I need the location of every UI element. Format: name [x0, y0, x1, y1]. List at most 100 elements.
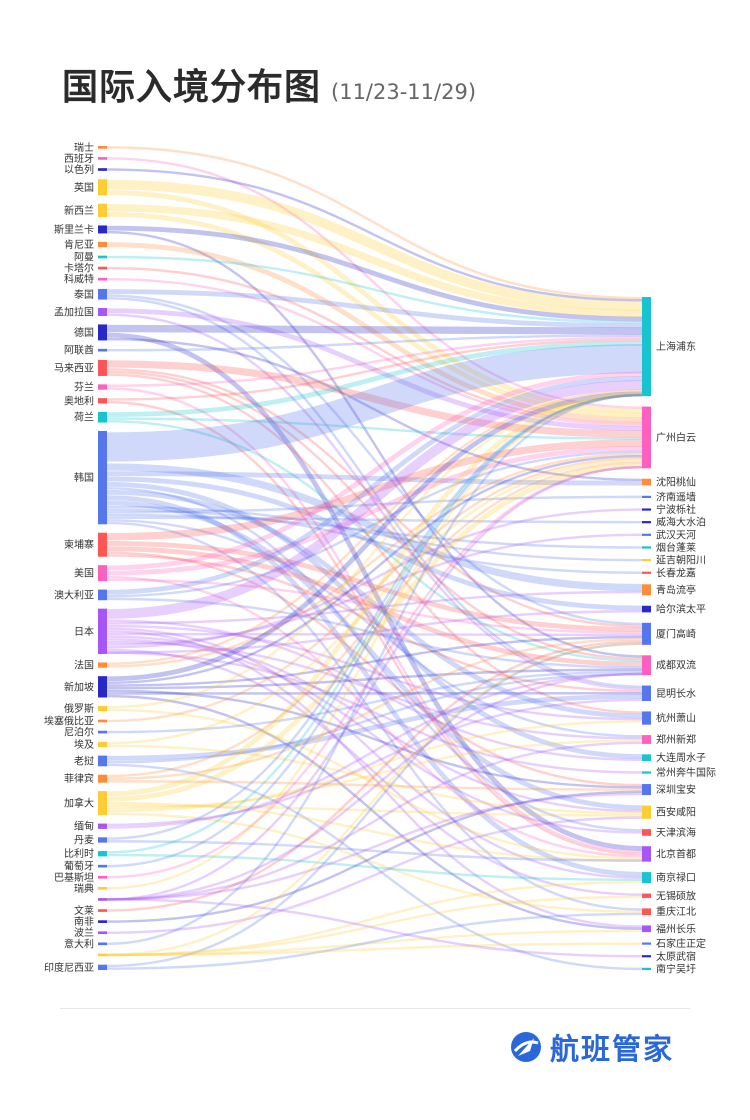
flow-link — [106, 340, 643, 417]
flow-link — [106, 338, 643, 401]
target-label: 大连周水子 — [656, 751, 706, 764]
source-label: 南非 — [74, 915, 94, 928]
target-node — [642, 829, 651, 836]
flow-link — [106, 840, 643, 862]
target-label: 沈阳桃仙 — [656, 476, 696, 489]
flow-link — [106, 508, 643, 649]
target-node — [642, 533, 651, 536]
target-node — [642, 893, 651, 898]
flow-link — [106, 324, 643, 335]
source-node — [98, 942, 107, 946]
target-node — [642, 605, 651, 613]
flow-link — [106, 627, 643, 879]
flow-link — [106, 461, 643, 778]
flow-link — [106, 391, 643, 797]
source-label: 以色列 — [64, 163, 94, 176]
flow-link — [106, 624, 643, 721]
source-label: 葡萄牙 — [64, 860, 94, 873]
source-node — [98, 157, 107, 160]
flow-link — [106, 739, 643, 810]
flow-link — [106, 393, 643, 890]
source-node — [98, 774, 107, 783]
source-label: 比利时 — [64, 848, 94, 860]
flow-link — [106, 459, 643, 745]
flow-link — [106, 289, 643, 329]
flow-link — [106, 540, 643, 632]
source-label: 尼泊尔 — [64, 726, 94, 739]
target-label: 福州长乐 — [656, 922, 696, 935]
plane-globe-icon — [511, 1032, 541, 1062]
target-label: 昆明长水 — [656, 688, 696, 700]
source-label: 科威特 — [64, 273, 94, 286]
source-node — [98, 864, 107, 868]
flow-link — [106, 452, 643, 668]
target-label: 无锡硕放 — [656, 889, 696, 902]
chart-subtitle: (11/23-11/29) — [331, 80, 477, 104]
flow-link — [106, 190, 643, 414]
flow-link — [106, 168, 643, 302]
source-label: 法国 — [74, 659, 94, 672]
flow-link — [106, 816, 643, 934]
flow-link — [106, 698, 643, 827]
flow-link — [106, 929, 643, 957]
chart-title: 国际入境分布图 — [62, 67, 322, 108]
flow-link — [106, 417, 643, 440]
flow-link — [106, 630, 643, 928]
source-node — [98, 225, 107, 234]
target-label: 北京首都 — [656, 847, 696, 860]
flow-link — [106, 294, 643, 626]
target-node — [642, 735, 651, 744]
flow-link — [106, 380, 643, 619]
target-label: 石家庄正定 — [656, 937, 706, 950]
source-node — [98, 964, 107, 970]
source-label: 韩国 — [74, 471, 94, 484]
source-node — [98, 719, 107, 723]
flow-link — [106, 505, 643, 562]
flow-link — [106, 495, 643, 877]
target-node — [642, 872, 651, 884]
flow-link — [106, 942, 643, 957]
source-node — [98, 565, 107, 582]
flow-link — [106, 157, 643, 409]
flow-link — [106, 242, 643, 423]
flow-link — [106, 533, 643, 646]
source-label: 澳大利亚 — [54, 588, 94, 601]
source-node — [98, 288, 107, 300]
source-node — [98, 931, 107, 935]
flow-link — [106, 146, 643, 300]
source-node — [98, 398, 107, 404]
brand-name: 航班管家 — [550, 1032, 675, 1066]
flow-link — [106, 672, 643, 829]
flow-link — [106, 640, 643, 740]
target-node — [642, 754, 651, 761]
source-label: 肯尼亚 — [64, 238, 94, 251]
flow-link — [106, 370, 643, 660]
flow-link — [106, 471, 643, 486]
flow-link — [106, 708, 643, 860]
target-label: 威海大水泊 — [656, 516, 706, 529]
source-label: 埃及 — [74, 738, 94, 751]
target-node — [642, 584, 651, 596]
flow-link — [106, 812, 643, 913]
source-node — [98, 741, 107, 748]
flow-link — [106, 225, 643, 322]
flow-link — [106, 895, 643, 957]
target-label: 天津滨海 — [656, 826, 696, 839]
flow-link — [106, 450, 643, 598]
source-label: 丹麦 — [74, 834, 94, 846]
target-node — [642, 925, 651, 933]
source-label: 德国 — [74, 326, 94, 339]
flow-link — [106, 880, 643, 957]
source-node — [98, 430, 107, 525]
source-node — [98, 608, 107, 654]
flow-link — [106, 694, 643, 761]
source-label: 泰国 — [74, 288, 94, 301]
sankey-chart: 瑞士西班牙以色列英国新西兰斯里兰卡肯尼亚阿曼卡塔尔科威特泰国孟加拉国德国阿联酋马… — [44, 141, 716, 976]
flow-link — [106, 792, 643, 901]
source-node — [98, 755, 107, 767]
flow-link — [106, 670, 643, 734]
flow-link — [106, 551, 643, 787]
target-node — [642, 846, 651, 862]
flow-link — [106, 638, 643, 780]
brand-logo: 航班管家 — [508, 1026, 674, 1068]
